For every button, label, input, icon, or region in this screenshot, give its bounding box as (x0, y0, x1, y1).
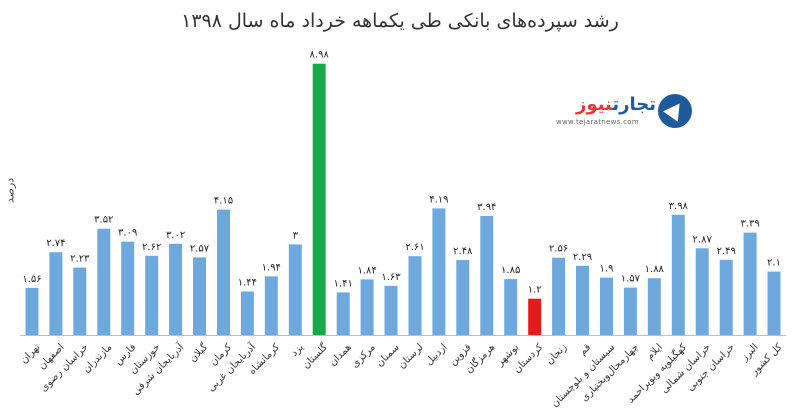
logo-text-part-b: نیوز (576, 94, 613, 115)
bar-5 (145, 255, 159, 335)
logo-text: تجارتنیوز (576, 94, 656, 115)
bar-11 (288, 244, 302, 335)
category-label-11: یزد (289, 342, 306, 359)
bar-24 (600, 277, 613, 335)
data-label-8: ۴.۱۵ (214, 196, 233, 207)
bar-6 (169, 243, 183, 335)
data-label-6: ۳.۰۲ (166, 230, 185, 241)
data-label-12: ۸.۹۸ (310, 50, 330, 61)
data-label-24: ۱.۹ (600, 264, 614, 275)
bar-17 (432, 208, 446, 335)
tejarat-news-logo: تجارتنیوز www.tejaratnews.com (556, 94, 694, 134)
bar-14 (360, 279, 374, 335)
category-label-23: قم (577, 342, 593, 358)
bar-3 (97, 228, 111, 335)
bar-16 (408, 256, 422, 335)
data-label-27: ۳.۹۸ (669, 201, 689, 212)
bar-1 (49, 252, 63, 335)
bar-13 (336, 292, 350, 335)
data-label-16: ۲.۶۱ (405, 242, 424, 253)
data-label-29: ۲.۴۹ (717, 246, 736, 257)
bar-10 (264, 276, 278, 335)
category-label-17: اردبیل (424, 342, 450, 368)
logo-url: www.tejaratnews.com (556, 118, 639, 126)
data-label-19: ۳.۹۴ (477, 202, 496, 213)
data-label-31: ۲.۱ (767, 258, 781, 269)
data-label-18: ۲.۴۸ (453, 246, 473, 257)
data-label-23: ۲.۲۹ (573, 252, 592, 263)
data-label-0: ۱.۵۶ (22, 274, 41, 285)
bar-30 (743, 232, 757, 335)
category-label-14: مرکزی (349, 342, 377, 370)
bar-21 (528, 298, 542, 335)
data-label-30: ۳.۳۹ (740, 219, 759, 230)
bar-18 (456, 260, 470, 335)
category-label-7: گیلان (187, 341, 211, 365)
bar-2 (73, 267, 87, 335)
bar-22 (552, 257, 566, 335)
bar-4 (121, 241, 135, 335)
logo-badge-icon (658, 94, 692, 128)
category-label-22: زنجان (544, 342, 569, 367)
logo-text-part-a: تجارت (612, 94, 656, 115)
bar-20 (504, 279, 518, 335)
bar-12 (312, 63, 326, 335)
category-label-13: همدان (327, 342, 353, 368)
category-label-26: ایلام (645, 342, 665, 362)
data-label-15: ۱.۶۳ (381, 272, 401, 283)
bar-7 (193, 257, 206, 335)
bar-29 (719, 259, 733, 335)
data-label-5: ۲.۶۲ (142, 242, 161, 253)
data-label-1: ۲.۷۴ (46, 238, 65, 249)
data-label-25: ۱.۵۷ (621, 274, 641, 285)
data-label-4: ۳.۰۹ (118, 228, 137, 239)
bar-25 (623, 287, 637, 335)
bar-31 (767, 271, 781, 335)
bar-19 (480, 216, 494, 335)
data-label-9: ۱.۴۴ (238, 278, 257, 289)
data-label-10: ۱.۹۴ (262, 262, 281, 273)
data-label-22: ۲.۵۶ (549, 244, 568, 255)
data-label-13: ۱.۴۱ (334, 278, 353, 289)
data-label-3: ۳.۵۲ (94, 215, 113, 226)
data-label-17: ۴.۱۹ (429, 194, 448, 205)
data-label-21: ۱.۲ (528, 285, 542, 296)
bar-8 (217, 209, 230, 335)
data-label-7: ۲.۵۷ (190, 243, 210, 254)
bar-23 (576, 265, 589, 335)
data-label-26: ۱.۸۸ (645, 264, 665, 275)
bar-9 (240, 291, 254, 335)
category-label-12: گلستان (300, 341, 330, 371)
chart-title: رشد سپرده‌های بانکی طی یکماهه خرداد ماه … (181, 10, 619, 32)
bar-26 (647, 278, 661, 335)
bar-27 (671, 214, 685, 335)
data-label-11: ۳ (293, 230, 299, 241)
bar-28 (695, 248, 709, 335)
data-label-28: ۲.۸۷ (693, 234, 713, 245)
data-label-20: ۱.۸۵ (501, 265, 520, 276)
bar-0 (25, 287, 39, 335)
bar-15 (384, 285, 398, 335)
data-label-2: ۲.۲۳ (70, 254, 90, 265)
category-label-16: لرستان (396, 342, 425, 371)
data-label-14: ۱.۸۴ (357, 265, 376, 276)
